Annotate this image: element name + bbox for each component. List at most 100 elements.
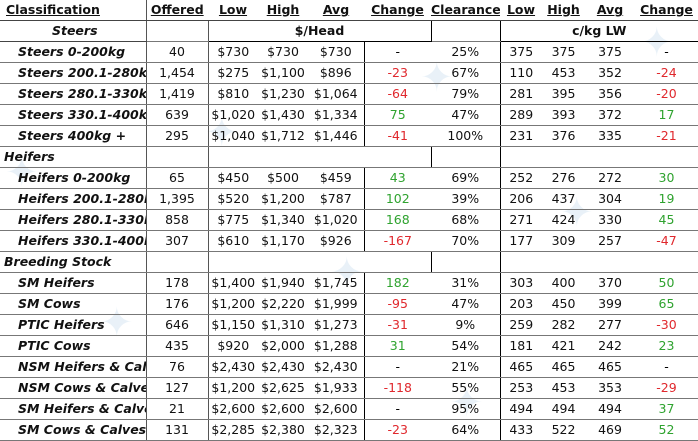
- row-classification: PTIC Heifers: [0, 314, 147, 336]
- row-lw-high: 453: [542, 62, 585, 84]
- row-lw-high: 450: [542, 293, 585, 315]
- row-lw-high: 395: [542, 83, 585, 105]
- blank-cell: [542, 251, 585, 273]
- row-change: -: [364, 41, 431, 63]
- row-lw-high: 282: [542, 314, 585, 336]
- row-clearance: 100%: [431, 125, 500, 147]
- row-change: -95: [364, 293, 431, 315]
- header-lw-low: Low: [500, 0, 542, 21]
- row-classification: Steers 200.1-280kg: [0, 62, 147, 84]
- row-change: -: [364, 356, 431, 378]
- row-lw-high: 453: [542, 377, 585, 399]
- header-classification: Classification: [0, 0, 147, 21]
- row-high: $1,200: [258, 188, 308, 210]
- row-lw-low: 465: [499, 356, 542, 378]
- row-change: -: [364, 398, 431, 420]
- row-offered: 435: [146, 335, 209, 357]
- row-lw-high: 465: [542, 356, 585, 378]
- table-row: PTIC Heifers 646 $1,150 $1,310 $1,273 -31 9% 25…: [0, 314, 698, 336]
- row-low: $775: [207, 209, 258, 231]
- row-avg: $1,334: [308, 104, 365, 126]
- row-lw-avg: 372: [585, 104, 635, 126]
- row-lw-change: 65: [635, 293, 698, 315]
- section-title: Steers: [0, 20, 147, 42]
- row-clearance: 79%: [431, 83, 500, 105]
- row-classification: NSM Heifers & Calves: [0, 356, 147, 378]
- blank-cell: [499, 251, 542, 273]
- row-avg: $1,999: [308, 293, 365, 315]
- row-avg: $2,600: [308, 398, 365, 420]
- row-avg: $926: [308, 230, 365, 252]
- row-lw-avg: 353: [585, 377, 635, 399]
- row-lw-avg: 257: [585, 230, 635, 252]
- row-offered: 639: [146, 104, 209, 126]
- row-classification: Steers 330.1-400kg: [0, 104, 147, 126]
- row-low: $1,020: [207, 104, 258, 126]
- row-high: $2,000: [258, 335, 308, 357]
- row-change: -31: [364, 314, 431, 336]
- row-avg: $787: [308, 188, 365, 210]
- row-offered: 176: [146, 293, 209, 315]
- table-row: Heifers 330.1-400kg307$610$1,170$926-167…: [0, 230, 698, 252]
- row-lw-change: 17: [635, 104, 698, 126]
- row-low: $810: [207, 83, 258, 105]
- row-change: -167: [364, 230, 431, 252]
- section-row: Heifers: [0, 146, 698, 168]
- row-classification: Steers 400kg +: [0, 125, 147, 147]
- table-row: PTIC Cows 435 $920 $2,000 $1,288 31 54% 181 421 2…: [0, 335, 698, 357]
- row-low: $1,040: [207, 125, 258, 147]
- row-offered: 127: [146, 377, 209, 399]
- row-lw-low: 271: [499, 209, 542, 231]
- row-change: 31: [364, 335, 431, 357]
- row-clearance: 95%: [431, 398, 500, 420]
- row-lw-high: 437: [542, 188, 585, 210]
- row-clearance: 70%: [431, 230, 500, 252]
- row-lw-avg: 335: [585, 125, 635, 147]
- row-low: $275: [207, 62, 258, 84]
- blank-cell: [207, 251, 258, 273]
- row-lw-change: 19: [635, 188, 698, 210]
- blank-cell: [308, 251, 364, 273]
- row-high: $1,940: [258, 272, 308, 294]
- row-low: $1,200: [207, 293, 258, 315]
- row-high: $1,100: [258, 62, 308, 84]
- blank-cell: [635, 146, 698, 168]
- row-low: $2,430: [207, 356, 258, 378]
- table-row: Heifers 0-200kg 65 $450 $500 $459 43 69% 252 276…: [0, 167, 698, 189]
- blank-cell: [146, 20, 209, 42]
- row-classification: PTIC Cows: [0, 335, 147, 357]
- row-lw-avg: 352: [585, 62, 635, 84]
- row-avg: $1,933: [308, 377, 365, 399]
- table-row: SM Cows 176 $1,200 $2,220 $1,999 -95 47% 203 450…: [0, 293, 698, 315]
- blank-cell: [258, 251, 308, 273]
- row-lw-high: 421: [542, 335, 585, 357]
- blank-cell: [207, 146, 258, 168]
- row-lw-low: 203: [499, 293, 542, 315]
- header-change: Change: [364, 0, 431, 21]
- row-classification: Steers 0-200kg: [0, 41, 147, 63]
- row-clearance: 39%: [431, 188, 500, 210]
- row-lw-avg: 242: [585, 335, 635, 357]
- row-lw-avg: 277: [585, 314, 635, 336]
- blank-cell: [499, 146, 542, 168]
- row-change: -64: [364, 83, 431, 105]
- row-high: $2,380: [258, 419, 308, 441]
- row-offered: 1,395: [146, 188, 209, 210]
- section-row: Steers $/Head c/kg LW: [0, 20, 698, 42]
- row-lw-low: 281: [499, 83, 542, 105]
- row-lw-high: 393: [542, 104, 585, 126]
- row-offered: 76: [146, 356, 209, 378]
- header-row: Classification Offered Low High Avg Chan…: [0, 0, 698, 21]
- row-classification: Heifers 200.1-280kg: [0, 188, 147, 210]
- row-lw-low: 375: [499, 41, 542, 63]
- row-low: $520: [207, 188, 258, 210]
- row-clearance: 9%: [431, 314, 500, 336]
- row-avg: $730: [308, 41, 365, 63]
- row-low: $920: [207, 335, 258, 357]
- row-high: $2,600: [258, 398, 308, 420]
- row-classification: SM Cows & Calves: [0, 419, 147, 441]
- row-high: $1,712: [258, 125, 308, 147]
- row-lw-change: 50: [635, 272, 698, 294]
- row-avg: $1,288: [308, 335, 365, 357]
